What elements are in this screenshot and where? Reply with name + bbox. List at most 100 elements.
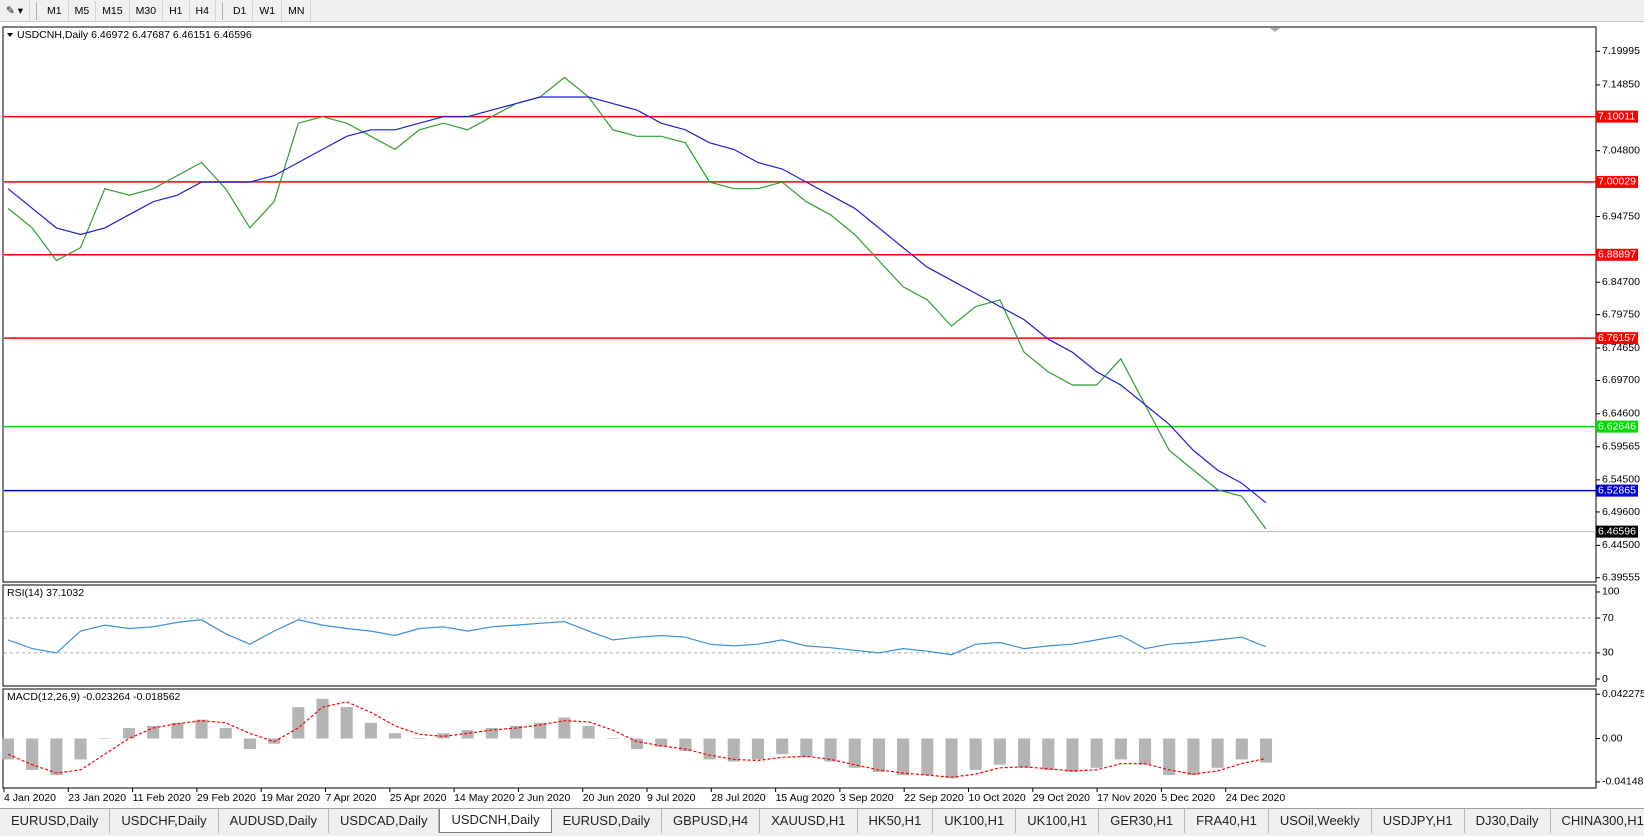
chart-tab[interactable]: USDCNH,Daily: [439, 809, 552, 833]
histogram-bar: [897, 738, 910, 776]
histogram-bar: [26, 738, 39, 770]
level-label-bg: [1596, 110, 1638, 123]
y-tick-label: 6.39555: [1602, 571, 1640, 583]
histogram-bar: [558, 717, 571, 739]
histogram-bar: [1090, 738, 1103, 768]
chart-tab[interactable]: DJ30,Daily: [1465, 809, 1551, 833]
chart-tab[interactable]: FRA40,H1: [1185, 809, 1269, 833]
x-tick-label: 3 Sep 2020: [840, 792, 894, 804]
y-tick-label: 0.00: [1602, 732, 1623, 744]
y-tick-label: 0: [1602, 673, 1608, 685]
chart-tab[interactable]: UK100,H1: [933, 809, 1017, 833]
histogram-bar: [1163, 738, 1176, 776]
y-tick-label: 6.44500: [1602, 539, 1640, 551]
timeframe-button[interactable]: M5: [69, 0, 97, 21]
y-tick-label: 6.84700: [1602, 276, 1640, 288]
y-tick-label: 100: [1602, 586, 1620, 598]
level-label-bg: [1596, 175, 1638, 188]
chart-tab[interactable]: USDCAD,Daily: [329, 809, 440, 833]
y-tick-label: 6.59565: [1602, 441, 1640, 453]
x-tick-label: 9 Jul 2020: [647, 792, 696, 804]
chart-tab[interactable]: EURUSD,Daily: [0, 809, 111, 833]
chart-tab[interactable]: XAUUSD,H1: [760, 809, 858, 833]
chart-tab[interactable]: USDJPY,H1: [1372, 809, 1465, 833]
histogram-bar: [1114, 738, 1127, 760]
histogram-bar: [1018, 738, 1031, 768]
x-tick-label: 20 Jun 2020: [583, 792, 641, 804]
histogram-bar: [1259, 738, 1273, 763]
histogram-bar: [122, 728, 136, 739]
chart-tab[interactable]: USOil,Weekly: [1269, 809, 1372, 833]
histogram-bar: [751, 738, 765, 760]
level-label: 6.52865: [1598, 484, 1636, 496]
x-tick-label: 10 Oct 2020: [969, 792, 1026, 804]
rsi-header: RSI(14) 37.1032: [7, 587, 84, 599]
timeframe-button[interactable]: M30: [130, 0, 164, 21]
timeframe-button[interactable]: M1: [41, 0, 69, 21]
histogram-bar: [969, 738, 982, 770]
x-tick-label: 29 Oct 2020: [1033, 792, 1090, 804]
histogram-bar: [340, 707, 353, 739]
level-label-bg: [1596, 420, 1638, 433]
signal-value: -0.018562: [133, 691, 180, 703]
chart-tab[interactable]: USDCHF,Daily: [110, 809, 219, 833]
histogram-bar: [461, 730, 474, 739]
histogram-bar: [171, 722, 184, 739]
y-tick-label: 7.14850: [1602, 79, 1640, 91]
timeframe-button[interactable]: M15: [96, 0, 130, 21]
histogram-bar: [219, 728, 232, 739]
shift-marker: [1270, 28, 1280, 32]
chart-tab[interactable]: GER30,H1: [1099, 809, 1186, 833]
histogram-bar: [1138, 738, 1152, 765]
histogram-bar: [606, 738, 619, 739]
x-tick-label: 2 Jun 2020: [518, 792, 570, 804]
timeframe-button[interactable]: H4: [190, 0, 216, 21]
timeframe-button[interactable]: D1: [227, 0, 254, 21]
rsi-panel: [2, 584, 1597, 687]
tool-icon[interactable]: ✎ ▾: [0, 0, 30, 21]
chart-tab[interactable]: HK50,H1: [858, 809, 934, 833]
histogram-bar: [630, 738, 644, 749]
histogram-bar: [921, 738, 934, 776]
x-tick-label: 28 Jul 2020: [711, 792, 765, 804]
chart-tab[interactable]: GBPUSD,H4: [662, 809, 761, 833]
series-line: [7, 619, 1267, 656]
timeframe-button[interactable]: MN: [282, 0, 312, 21]
histogram-bar: [534, 722, 547, 739]
x-tick-label: 17 Nov 2020: [1097, 792, 1157, 804]
histogram-bar: [655, 738, 668, 747]
x-tick-label: 4 Jan 2020: [4, 792, 56, 804]
chart-tabs: EURUSD,Daily USDCHF,Daily AUDUSD,Daily USDC…: [0, 808, 1644, 836]
chart-tab[interactable]: UK100,H1: [1016, 809, 1100, 833]
chart-tab[interactable]: AUDUSD,Daily: [219, 809, 330, 833]
chart-tab[interactable]: CHINA300,H1: [1551, 809, 1644, 833]
rsi-title: RSI(14): [7, 587, 43, 599]
current-price-bg: [1596, 525, 1638, 538]
price-panel: [2, 26, 1597, 583]
series-line: [7, 96, 1267, 504]
y-tick-label: 30: [1602, 647, 1614, 659]
histogram-bar: [800, 738, 813, 758]
y-tick-label: 7.04800: [1602, 144, 1640, 156]
x-tick-label: 24 Dec 2020: [1226, 792, 1286, 804]
chart-tab[interactable]: EURUSD,Daily: [552, 809, 662, 833]
timeframe-button[interactable]: H1: [163, 0, 190, 21]
open: 6.46972: [91, 29, 129, 41]
x-tick-label: 7 Apr 2020: [326, 792, 377, 804]
histogram-bar: [1211, 738, 1224, 768]
level-label: 7.10011: [1598, 110, 1635, 122]
histogram-bar: [195, 719, 208, 739]
histogram-bar: [872, 738, 885, 772]
symbol: USDCNH,Daily: [17, 29, 89, 41]
macd-title: MACD(12,26,9): [7, 691, 80, 703]
collapse-arrow[interactable]: [7, 33, 13, 37]
high: 6.47687: [132, 29, 170, 41]
x-tick-label: 29 Feb 2020: [197, 792, 256, 804]
histogram-bar: [679, 738, 692, 752]
timeframe-button[interactable]: W1: [253, 0, 283, 21]
low: 6.46151: [173, 29, 211, 41]
histogram-bar: [703, 738, 716, 760]
x-tick-label: 25 Apr 2020: [390, 792, 447, 804]
